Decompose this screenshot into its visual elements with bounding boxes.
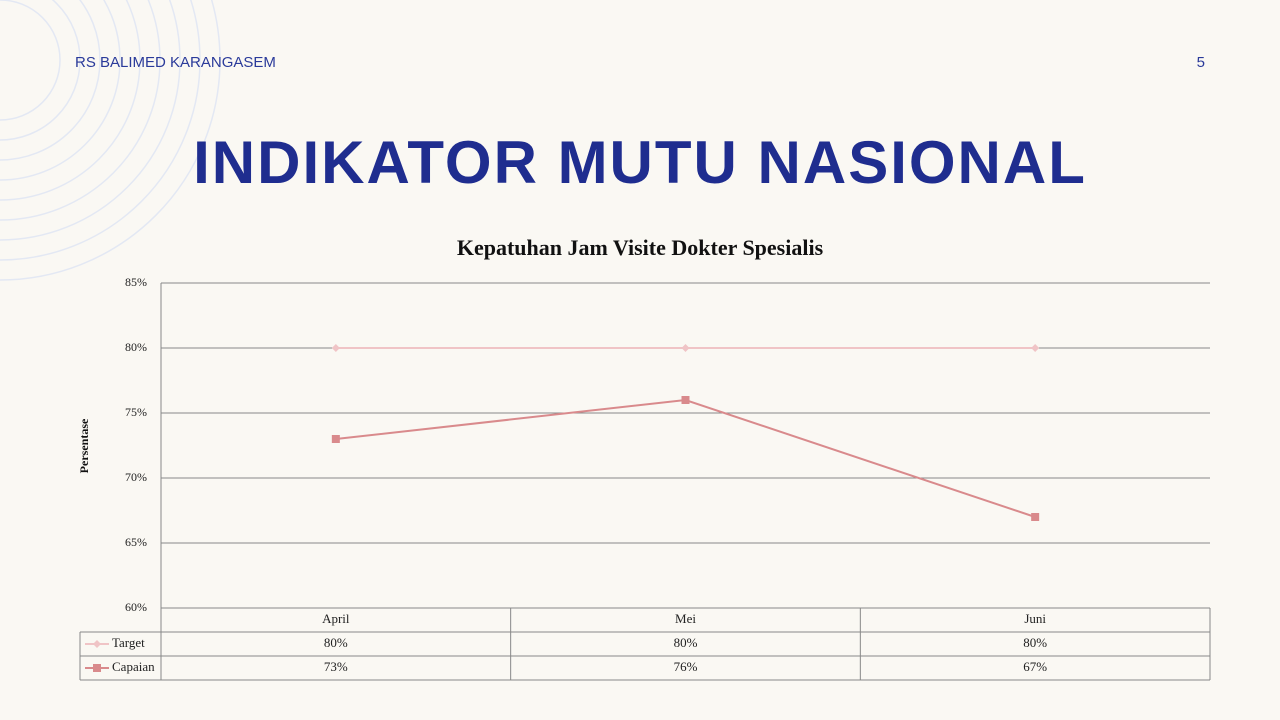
- legend-marker: [93, 640, 101, 648]
- point: [681, 344, 690, 352]
- point: [1031, 344, 1040, 352]
- decorative-arcs: [0, 0, 221, 281]
- slide-title: INDIKATOR MUTU NASIONAL: [193, 129, 1087, 196]
- y-tick-label: 70%: [125, 470, 147, 484]
- point: [331, 435, 340, 443]
- y-axis-label: Persentase: [77, 418, 91, 473]
- x-tick-label: Mei: [675, 611, 696, 626]
- chart-title: Kepatuhan Jam Visite Dokter Spesialis: [457, 235, 824, 260]
- legend-label: Capaian: [112, 659, 155, 674]
- table-value: 67%: [1023, 659, 1047, 674]
- legend-label: Target: [112, 635, 145, 650]
- x-tick-label: Juni: [1024, 611, 1046, 626]
- point: [331, 344, 340, 352]
- y-tick-label: 65%: [125, 535, 147, 549]
- legend-marker: [93, 664, 101, 672]
- table-value: 80%: [1023, 635, 1047, 650]
- table-value: 76%: [674, 659, 698, 674]
- page-number: 5: [1197, 54, 1205, 71]
- y-tick-label: 60%: [125, 600, 147, 614]
- x-tick-label: April: [322, 611, 350, 626]
- table-value: 80%: [324, 635, 348, 650]
- table-value: 80%: [674, 635, 698, 650]
- point: [681, 396, 690, 404]
- y-tick-label: 80%: [125, 340, 147, 354]
- organization: RS BALIMED KARANGASEM: [75, 54, 276, 71]
- y-tick-label: 85%: [125, 275, 147, 289]
- table-value: 73%: [324, 659, 348, 674]
- point: [1031, 513, 1040, 521]
- y-tick-label: 75%: [125, 405, 147, 419]
